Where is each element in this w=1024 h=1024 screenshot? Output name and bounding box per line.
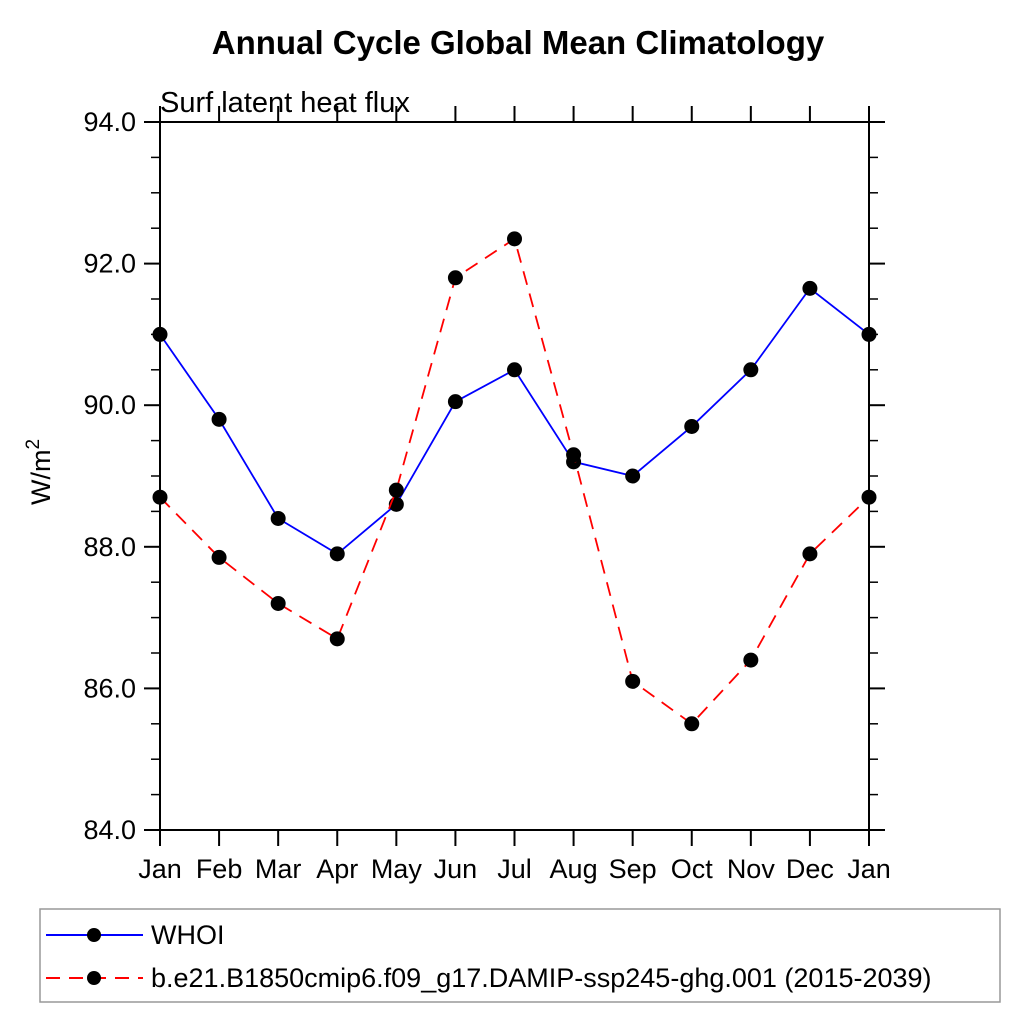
- series-line-0: [159, 287, 870, 556]
- y-tick-label: 90.0: [83, 390, 136, 420]
- x-tick-label: Mar: [255, 854, 302, 884]
- legend: WHOI b.e21.B1850cmip6.f09_g17.DAMIP-ssp2…: [39, 908, 1001, 1003]
- x-tick-label: Jul: [497, 854, 532, 884]
- chart-title: Annual Cycle Global Mean Climatology: [212, 24, 825, 61]
- y-axis-label: W/m2: [23, 439, 56, 505]
- data-point-marker: [625, 673, 641, 689]
- plot-frame: 84.0 86.0 88.0 90.0 92.0 94.0 Jan Feb Mar Apr May J…: [83, 106, 891, 884]
- legend-marker-whoi: [87, 928, 101, 942]
- data-point-marker: [152, 326, 168, 342]
- data-point-marker: [270, 510, 286, 526]
- data-point-marker: [507, 231, 522, 247]
- x-tick-label: May: [371, 854, 423, 884]
- data-point-marker: [802, 546, 818, 562]
- data-point-marker: [743, 652, 759, 668]
- data-point-marker: [329, 631, 345, 647]
- y-tick-label: 92.0: [83, 249, 136, 279]
- x-tick-label: Dec: [786, 854, 834, 884]
- data-point-marker: [802, 280, 818, 296]
- data-point-marker: [329, 546, 345, 562]
- y-tick-label: 84.0: [83, 815, 136, 845]
- data-point-marker: [211, 411, 227, 427]
- x-tick-label: Jan: [138, 854, 182, 884]
- series-line-1: [159, 237, 870, 725]
- legend-label-model: b.e21.B1850cmip6.f09_g17.DAMIP-ssp245-gh…: [151, 963, 932, 993]
- data-series-layer: [152, 231, 877, 732]
- legend-box: [39, 908, 1001, 1003]
- y-axis-label-base: W/m: [26, 450, 56, 505]
- x-tick-label: Jun: [434, 854, 478, 884]
- data-point-marker: [447, 270, 463, 286]
- x-tick-label: Sep: [609, 854, 657, 884]
- data-point-marker: [625, 468, 641, 484]
- data-point-marker: [507, 362, 522, 378]
- data-point-marker: [861, 326, 877, 342]
- data-point-marker: [684, 716, 700, 732]
- y-tick-label: 86.0: [83, 673, 136, 703]
- x-tick-label: Jan: [847, 854, 891, 884]
- y-tick-label: 88.0: [83, 532, 136, 562]
- data-point-marker: [861, 489, 877, 505]
- x-tick-label: Feb: [196, 854, 243, 884]
- legend-marker-model: [87, 971, 101, 985]
- data-point-marker: [684, 418, 700, 434]
- chart-subtitle: Surf latent heat flux: [160, 87, 410, 119]
- data-point-marker: [447, 394, 463, 410]
- legend-label-whoi: WHOI: [151, 920, 225, 950]
- data-point-marker: [211, 549, 227, 565]
- x-tick-label: Oct: [671, 854, 714, 884]
- data-point-marker: [388, 482, 404, 498]
- data-point-marker: [566, 447, 582, 463]
- data-point-marker: [270, 595, 286, 611]
- x-tick-label: Apr: [316, 854, 358, 884]
- data-point-marker: [152, 489, 168, 505]
- x-tick-label: Nov: [727, 854, 776, 884]
- x-tick-label: Aug: [550, 854, 598, 884]
- y-axis-label-exponent: 2: [23, 439, 44, 450]
- data-point-marker: [743, 362, 759, 378]
- y-tick-label: 94.0: [83, 107, 136, 137]
